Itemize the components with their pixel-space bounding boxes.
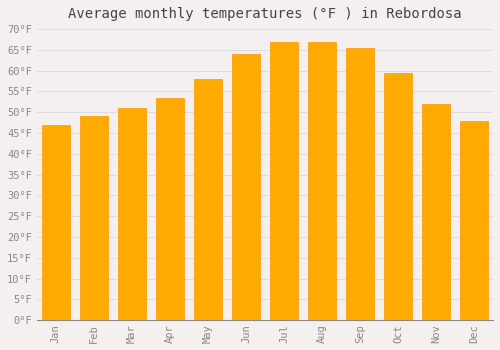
Bar <box>156 98 184 320</box>
Bar <box>384 73 412 320</box>
Title: Average monthly temperatures (°F ) in Rebordosa: Average monthly temperatures (°F ) in Re… <box>68 7 462 21</box>
Bar <box>460 120 488 320</box>
Bar <box>270 42 298 320</box>
Bar <box>194 79 222 320</box>
Bar <box>308 42 336 320</box>
Bar <box>232 54 260 320</box>
Bar <box>118 108 146 320</box>
Bar <box>80 117 108 320</box>
Bar <box>42 125 70 320</box>
Bar <box>346 48 374 320</box>
Bar <box>422 104 450 320</box>
